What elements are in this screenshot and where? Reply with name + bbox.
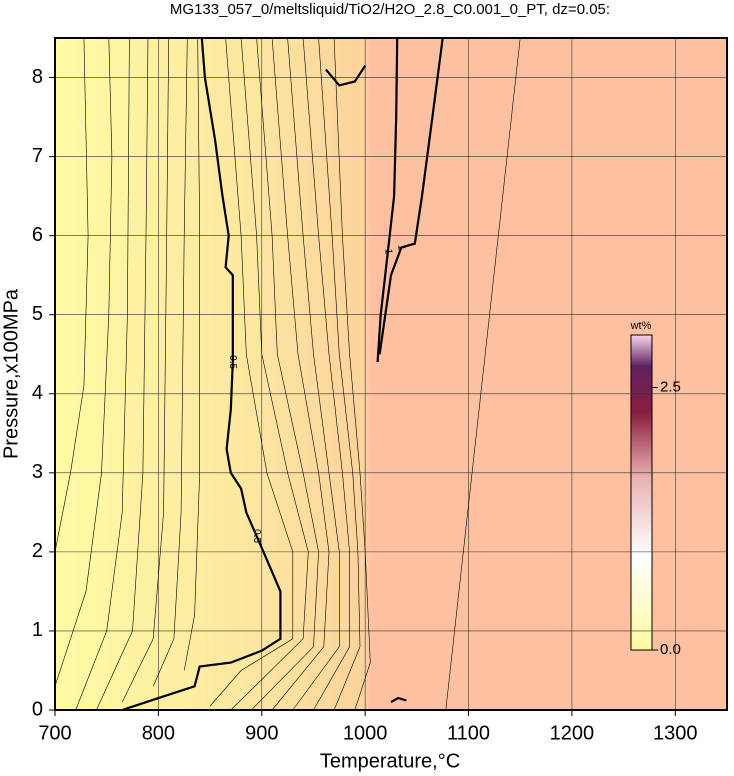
contour-line [230, 37, 309, 711]
y-tick-label: 4 [32, 382, 43, 404]
contour-line [152, 37, 188, 687]
contour-line [75, 37, 130, 711]
contour-line [287, 37, 340, 711]
x-tick-label: 1200 [550, 722, 595, 744]
contour-line [209, 37, 294, 707]
contour-line [251, 37, 319, 711]
x-axis-label: Temperature,°C [320, 750, 460, 772]
contour-line [54, 37, 89, 552]
colorbar-label: wt% [630, 320, 652, 332]
contour-line [445, 37, 521, 711]
contour-line [302, 37, 350, 711]
x-tick-label: 1100 [447, 722, 490, 744]
contour-line [121, 37, 169, 703]
x-tick-label: 700 [38, 722, 71, 744]
contour-line [54, 37, 113, 687]
contour-line [183, 37, 200, 671]
contour-label: 0.5 [227, 355, 238, 369]
x-tick-label: 900 [245, 722, 278, 744]
colorbar-tick-label: 0.0 [660, 641, 681, 658]
y-tick-label: 5 [32, 303, 43, 325]
contour-label: 1 [396, 245, 407, 251]
field [55, 38, 727, 710]
x-tick-label: 1000 [343, 722, 388, 744]
contour-line [271, 37, 330, 711]
plot-frame [54, 37, 728, 711]
y-tick-label: 6 [32, 224, 43, 246]
contour-line [376, 37, 399, 363]
contour-line [121, 37, 282, 712]
x-tick-label: 1300 [653, 722, 698, 744]
colorbar [630, 334, 653, 651]
y-tick-label: 8 [32, 66, 43, 88]
x-tick-label: 800 [142, 722, 175, 744]
contour-line [333, 37, 371, 711]
y-axis-label: Pressure,x100MPa [0, 288, 22, 459]
y-tick-label: 3 [32, 461, 43, 483]
y-tick-label: 1 [32, 619, 43, 641]
contour-line [96, 37, 149, 711]
chart-title: MG133_057_0/meltsliquid/TiO2/H2O_2.8_C0.… [170, 1, 610, 18]
y-tick-label: 2 [32, 540, 43, 562]
contour-line [390, 696, 407, 704]
contour-line [378, 37, 444, 355]
y-tick-label: 0 [32, 698, 43, 720]
contour-line [318, 37, 361, 711]
y-tick-label: 7 [32, 145, 43, 167]
contour-label: 1 [382, 249, 393, 255]
colorbar-tick-label: 2.5 [660, 378, 681, 395]
contour-line [325, 65, 367, 87]
contour-label: 0.5 [251, 529, 262, 543]
